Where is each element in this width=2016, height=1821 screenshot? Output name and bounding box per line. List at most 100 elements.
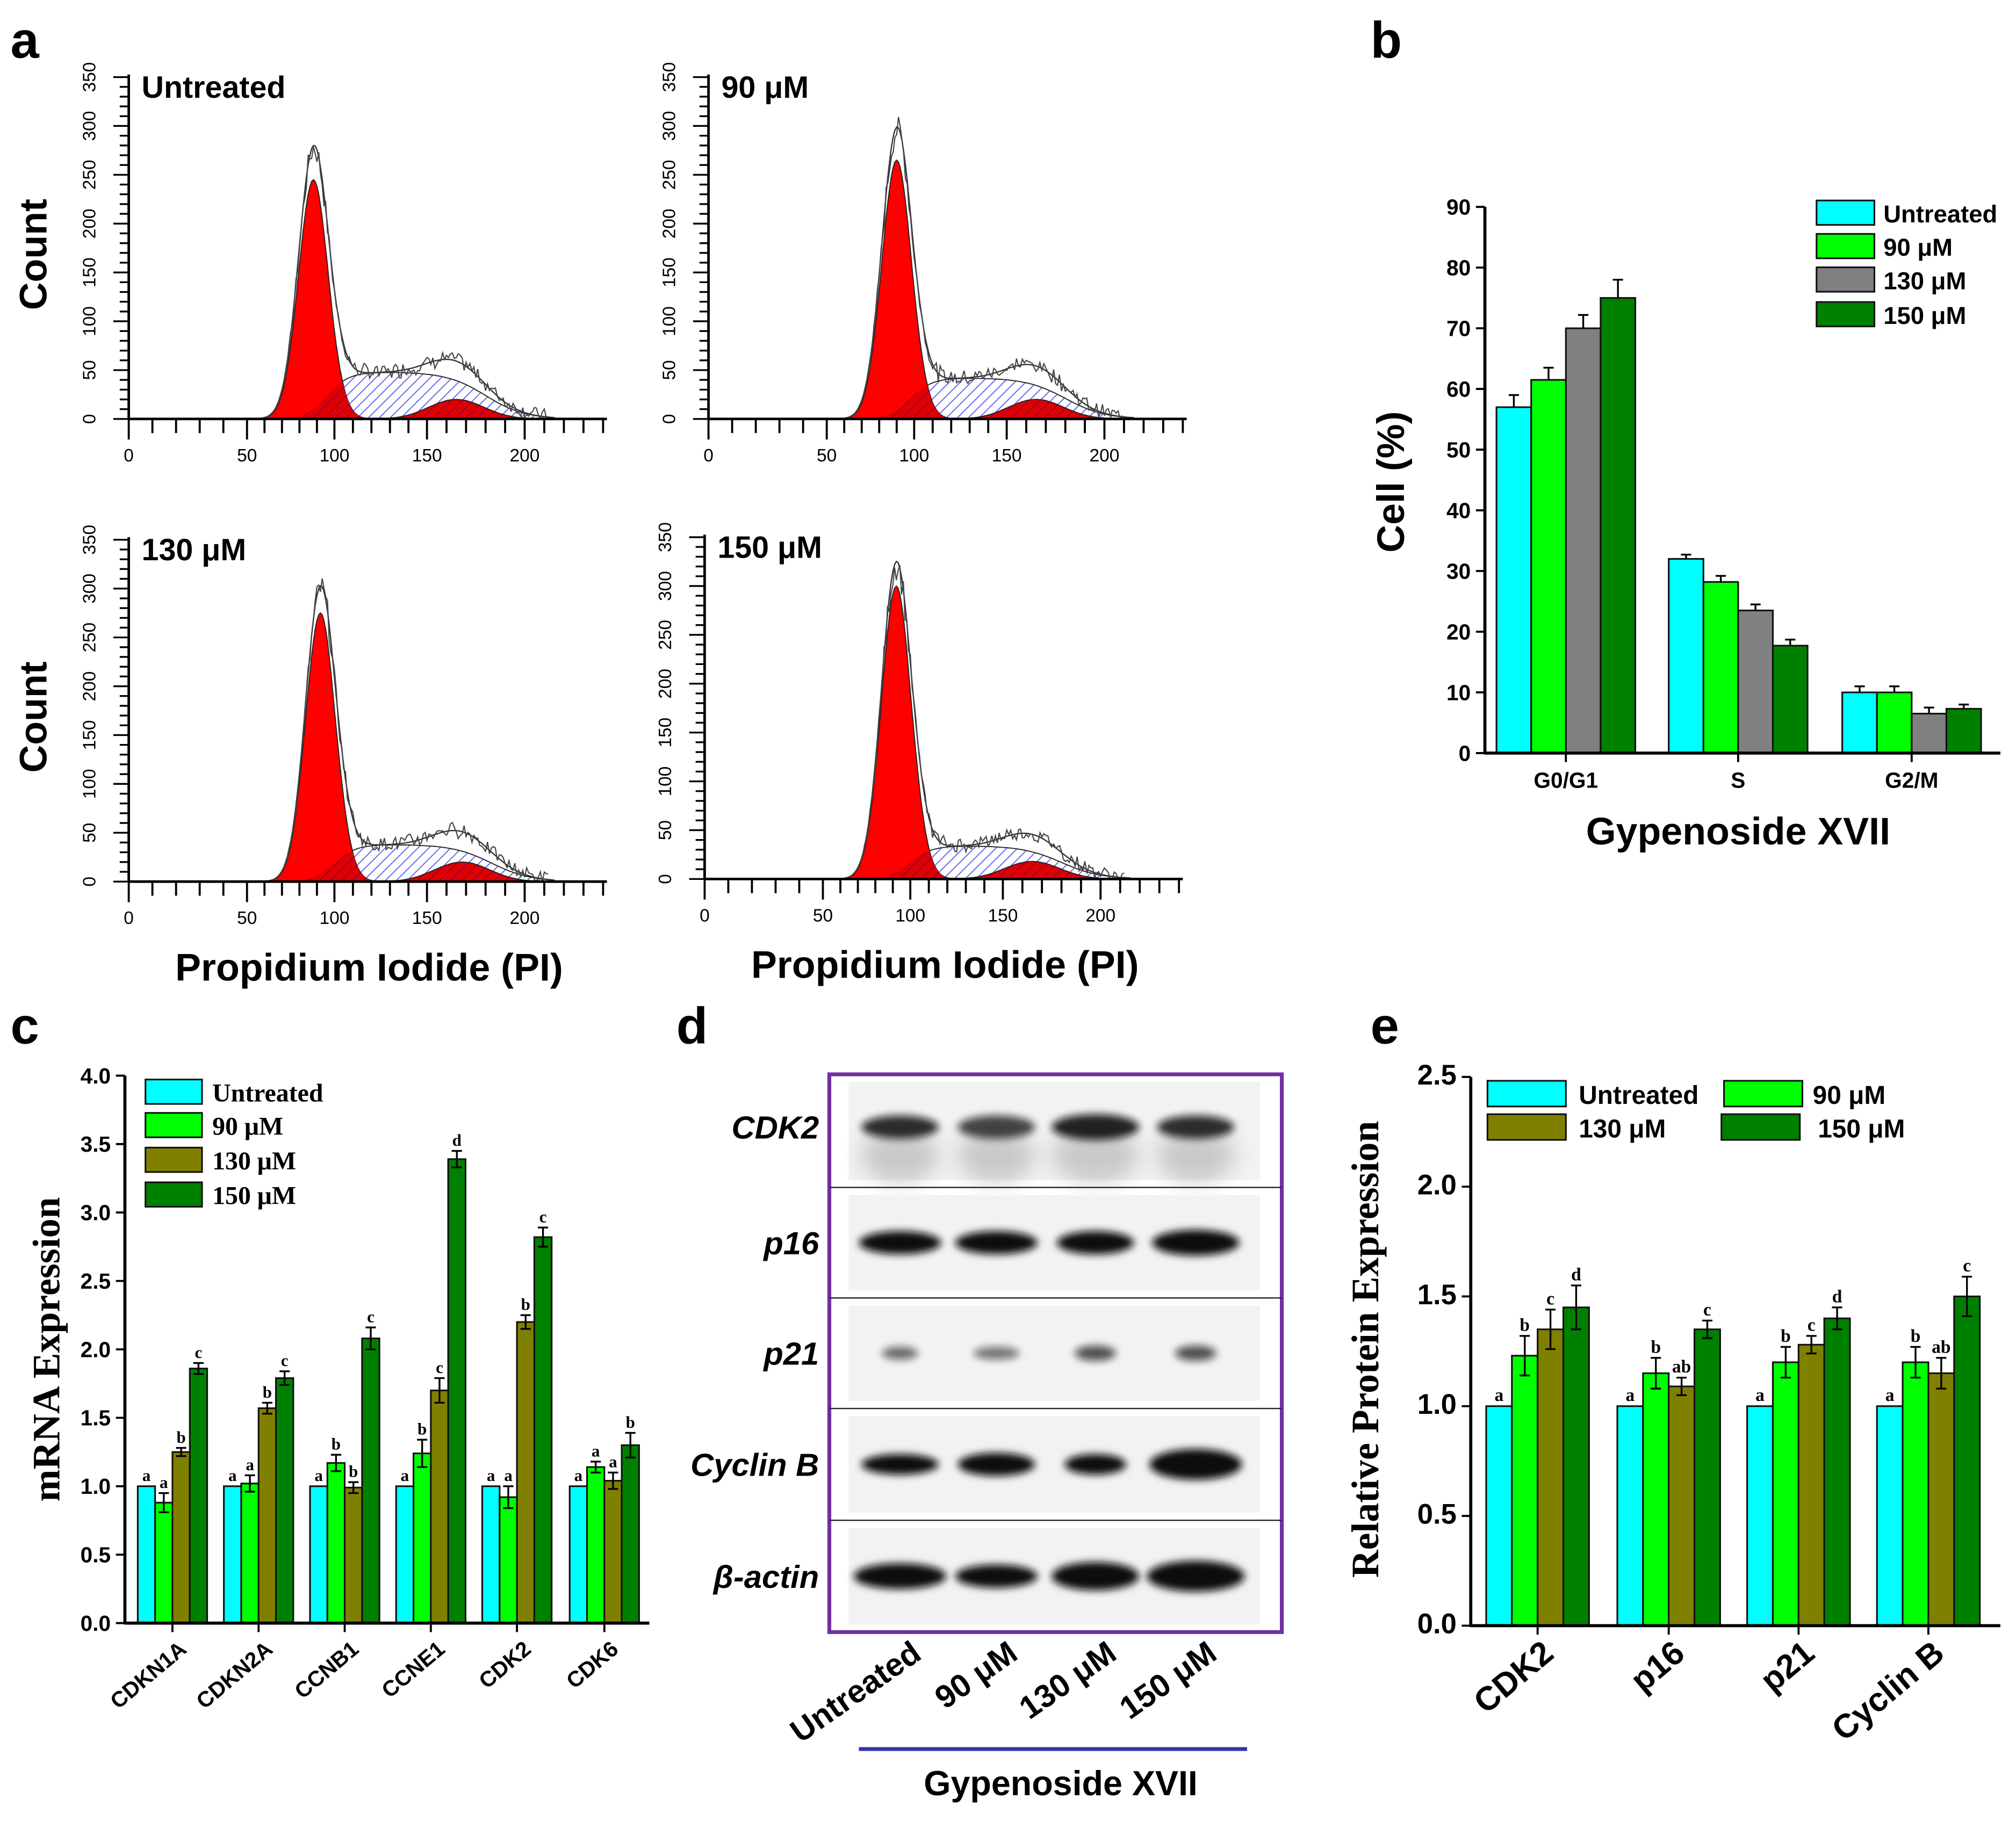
bar xyxy=(412,1453,432,1624)
protein-band xyxy=(882,1347,918,1360)
protein-label: CDK2 xyxy=(732,1110,819,1146)
legend-label: Untreated xyxy=(1883,200,1997,228)
y-tick-label: 2.0 xyxy=(1417,1169,1457,1201)
x-tick-label: 50 xyxy=(817,446,837,466)
bar xyxy=(1772,645,1809,754)
legend-swatch xyxy=(1486,1113,1567,1141)
y-tick-label: 0.0 xyxy=(81,1611,111,1636)
y-tick-label: 50 xyxy=(1446,437,1471,462)
bar-group-g0-g1 xyxy=(1495,279,1637,754)
x-tick-label: CCNE1 xyxy=(377,1636,449,1703)
legend-label: 90 μM xyxy=(1813,1081,1886,1110)
protein-band xyxy=(957,1115,1035,1139)
bar xyxy=(430,1389,449,1624)
y-tick-label: 60 xyxy=(1446,377,1471,401)
bar xyxy=(621,1444,640,1624)
significance-letter: b xyxy=(626,1413,635,1432)
y-tick-label: 20 xyxy=(1446,619,1471,644)
legend-label: 150 μM xyxy=(1883,302,1966,329)
protein-band xyxy=(955,1564,1038,1588)
x-tick-label: 200 xyxy=(1085,906,1115,926)
significance-letter: ab xyxy=(1672,1357,1691,1377)
bar xyxy=(1746,1405,1774,1627)
y-tick-label: 200 xyxy=(80,208,99,239)
y-tick-label: 1.5 xyxy=(81,1406,111,1430)
histogram-title: 150 μM xyxy=(717,530,822,565)
bar xyxy=(603,1480,623,1624)
y-tick-label: 100 xyxy=(659,306,679,336)
panel-letter-c: c xyxy=(11,998,39,1055)
significance-letter: c xyxy=(1703,1300,1711,1320)
significance-letter: a xyxy=(574,1466,583,1485)
significance-letter: b xyxy=(417,1420,427,1439)
bar xyxy=(499,1496,518,1624)
x-tick-label: CDK2 xyxy=(1467,1634,1560,1721)
raw-data-line xyxy=(250,578,549,883)
band-smear xyxy=(861,1127,939,1184)
panel-letter-b: b xyxy=(1371,12,1402,69)
bar xyxy=(1485,1405,1513,1627)
bar xyxy=(1772,1361,1799,1627)
significance-letter: b xyxy=(332,1435,341,1454)
x-axis-title: Propidium Iodide (PI) xyxy=(175,946,563,989)
bar xyxy=(1668,558,1704,754)
protein-band xyxy=(955,1231,1038,1254)
bar xyxy=(516,1321,535,1624)
y-tick-label: 250 xyxy=(80,623,99,653)
bar-group-s xyxy=(1668,553,1809,754)
protein-band xyxy=(861,1115,939,1139)
bar xyxy=(154,1501,174,1624)
bar xyxy=(223,1485,242,1624)
bar xyxy=(1616,1405,1644,1627)
y-tick-label: 90 xyxy=(1446,195,1471,220)
histogram-title: Untreated xyxy=(142,70,286,105)
raw-data-line xyxy=(250,147,549,421)
significance-letter: c xyxy=(281,1351,289,1370)
panel-letters: a b c d e xyxy=(11,12,1402,1055)
significance-letter: a xyxy=(487,1466,495,1485)
x-tick-label: Cyclin B xyxy=(1825,1634,1951,1748)
y-tick-label: 1.5 xyxy=(1417,1279,1457,1311)
y-tick-label: 10 xyxy=(1446,680,1471,705)
bar xyxy=(1693,1328,1721,1627)
bar xyxy=(1797,1343,1825,1627)
legend-swatch xyxy=(1816,233,1876,259)
y-tick-label: 200 xyxy=(656,669,675,699)
protein-band xyxy=(1147,1560,1245,1592)
x-tick-label: 200 xyxy=(510,908,540,928)
legend-label: 90 μM xyxy=(212,1112,283,1140)
y-tick-label: 40 xyxy=(1446,498,1471,523)
y-tick-label: 30 xyxy=(1446,559,1471,583)
significance-letter: b xyxy=(349,1462,358,1481)
significance-letter: a xyxy=(1495,1385,1504,1405)
x-tick-label: 150 xyxy=(988,906,1018,926)
significance-letter: a xyxy=(246,1455,254,1474)
y-axis-title: mRNA Expression xyxy=(25,1197,68,1502)
significance-letter: a xyxy=(609,1453,617,1471)
y-axis-title: Count xyxy=(12,199,55,310)
y-tick-label: 2.0 xyxy=(81,1337,111,1362)
lane-label: 150 μM xyxy=(1113,1634,1223,1726)
bar xyxy=(1902,1361,1929,1627)
bar xyxy=(1737,609,1774,754)
band-smear xyxy=(1052,1127,1140,1184)
protein-band xyxy=(1149,1449,1242,1480)
legend-label: 150 μM xyxy=(1818,1115,1905,1143)
protein-band xyxy=(1056,1231,1134,1254)
y-tick-label: 350 xyxy=(80,62,99,92)
legend-label: Untreated xyxy=(1579,1081,1698,1110)
bar xyxy=(361,1338,380,1624)
bar xyxy=(343,1486,363,1624)
x-tick-label: 50 xyxy=(237,908,257,928)
bar xyxy=(1530,379,1567,754)
y-tick-label: 3.5 xyxy=(81,1132,111,1157)
y-tick-label: 0 xyxy=(656,874,675,884)
legend-swatch xyxy=(145,1079,203,1105)
